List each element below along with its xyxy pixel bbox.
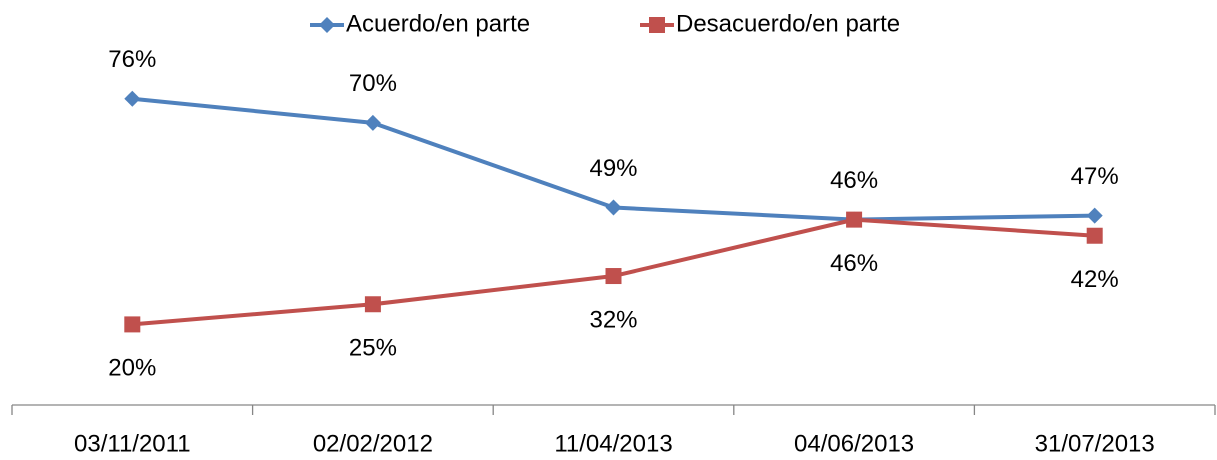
data-label: 47%: [1071, 163, 1119, 190]
legend-marker: [649, 17, 665, 33]
marker: [605, 268, 622, 285]
marker: [846, 211, 863, 228]
data-label: 32%: [589, 306, 637, 333]
x-tick-label: 02/02/2012: [313, 430, 433, 457]
data-label: 42%: [1071, 266, 1119, 293]
marker: [364, 114, 381, 131]
marker: [364, 296, 381, 313]
data-label: 46%: [830, 250, 878, 277]
legend-label: Desacuerdo/en parte: [676, 10, 900, 37]
legend-marker: [319, 17, 335, 33]
data-label: 49%: [589, 155, 637, 182]
data-label: 70%: [349, 70, 397, 97]
data-label: 20%: [108, 355, 156, 382]
marker: [1086, 207, 1103, 224]
marker: [605, 199, 622, 216]
marker: [124, 90, 141, 107]
x-tick-label: 04/06/2013: [794, 430, 914, 457]
x-tick-label: 11/04/2013: [554, 430, 672, 457]
data-label: 46%: [830, 167, 878, 194]
marker: [124, 316, 141, 333]
x-tick-label: 31/07/2013: [1035, 430, 1155, 457]
marker: [1086, 227, 1103, 244]
legend-label: Acuerdo/en parte: [346, 10, 530, 37]
x-tick-label: 03/11/2011: [74, 430, 191, 457]
data-label: 76%: [108, 46, 156, 73]
data-label: 25%: [349, 335, 397, 362]
